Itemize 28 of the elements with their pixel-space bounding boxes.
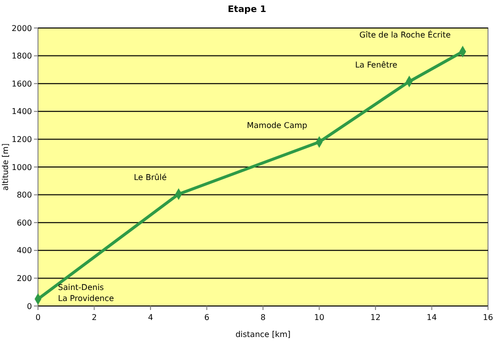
annotation: Mamode Camp	[246, 120, 308, 130]
y-tick-label: 1000	[12, 162, 32, 172]
annotation: Saint-Denis La Providence	[58, 283, 114, 304]
y-tick-label: 400	[16, 246, 32, 256]
y-tick-label: 1200	[12, 135, 32, 144]
x-tick-label: 8	[260, 313, 266, 322]
y-tick-label: 1400	[12, 107, 32, 116]
y-tick-label: 1800	[12, 52, 32, 61]
y-tick-label: 0	[26, 302, 32, 311]
y-tick-label: 2000	[12, 24, 32, 33]
x-axis-title: distance [km]	[235, 330, 291, 339]
y-axis-title: altitude [m]	[1, 143, 10, 191]
x-tick-label: 10	[314, 313, 324, 322]
x-tick-label: 14	[426, 313, 437, 322]
y-tick-label: 200	[16, 274, 32, 283]
y-tick-label: 1600	[12, 79, 32, 88]
x-tick-label: 6	[204, 313, 210, 322]
x-tick-label: 0	[35, 313, 41, 322]
x-tick-label: 2	[92, 313, 97, 322]
x-tick-label: 16	[482, 313, 494, 322]
x-tick-label: 4	[148, 313, 154, 322]
annotation: Gîte de la Roche Écrite	[359, 30, 451, 40]
y-tick-label: 800	[16, 190, 32, 200]
annotation: La Fenêtre	[355, 60, 398, 70]
y-tick-label: 600	[16, 218, 32, 228]
x-tick-label: 12	[370, 313, 381, 322]
annotation: Le Brûlé	[134, 173, 167, 182]
chart-title: Etape 1	[228, 5, 266, 15]
